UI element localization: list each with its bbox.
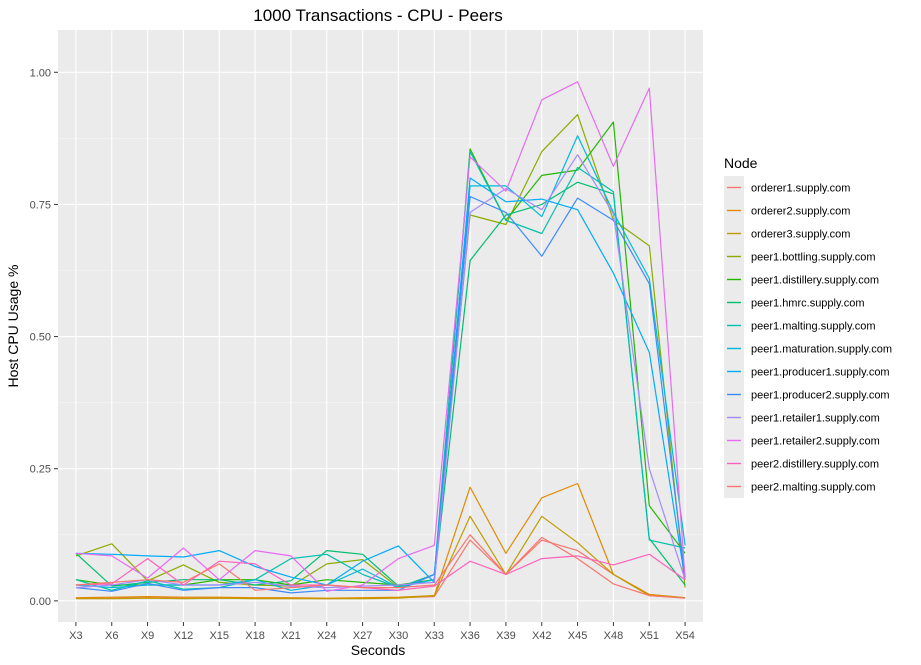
legend-label: orderer1.supply.com (751, 183, 850, 195)
legend-label: orderer2.supply.com (751, 206, 850, 218)
legend-label: peer2.malting.supply.com (751, 482, 876, 494)
series-line (75, 482, 686, 599)
series-line (75, 135, 686, 591)
x-axis: X3 X6 X9 X12 X15 X18 X21 X24 X27 X30 X33 X36 X39 X42 X… (69, 622, 695, 642)
plot-panel (58, 30, 703, 622)
x-tick-label: X54 (675, 630, 695, 642)
x-tick-label: X51 (639, 630, 659, 642)
x-tick-label: X9 (141, 630, 154, 642)
legend-key-background (724, 176, 744, 498)
series-line (75, 81, 686, 592)
y-tick-label: 1.00 (30, 67, 51, 79)
series-line (75, 534, 686, 599)
series-line (75, 553, 686, 591)
x-tick-label: X42 (532, 630, 552, 642)
x-tick-label: X6 (105, 630, 118, 642)
x-tick-label: X15 (209, 630, 229, 642)
legend-label: orderer3.supply.com (751, 229, 850, 241)
x-tick-label: X39 (496, 630, 516, 642)
legend-label: peer1.retailer1.supply.com (751, 413, 880, 425)
series-line (75, 151, 686, 591)
x-tick-label: X45 (568, 630, 588, 642)
legend-title: Node (724, 155, 758, 171)
x-tick-label: X36 (460, 630, 480, 642)
legend-label: peer1.producer2.supply.com (751, 390, 890, 402)
legend-label: peer2.distillery.supply.com (751, 459, 879, 471)
x-tick-label: X18 (245, 630, 265, 642)
legend: Node orderer1.supply.com orderer2.supply.… (724, 155, 892, 498)
legend-label: peer1.distillery.supply.com (751, 275, 879, 287)
legend-label: peer1.malting.supply.com (751, 321, 876, 333)
series-line (75, 195, 686, 594)
chart-title: 1000 Transactions - CPU - Peers (253, 6, 502, 25)
series-line (75, 154, 686, 589)
legend-label: peer1.bottling.supply.com (751, 252, 876, 264)
series-lines (75, 81, 686, 600)
x-tick-label: X21 (281, 630, 301, 642)
y-axis: 0.00 0.25 0.50 0.75 1.00 (30, 67, 58, 608)
x-tick-label: X48 (604, 630, 624, 642)
y-tick-label: 0.25 (30, 464, 51, 476)
legend-label: peer1.producer1.supply.com (751, 367, 890, 379)
y-tick-label: 0.00 (30, 596, 51, 608)
y-tick-label: 0.50 (30, 332, 51, 344)
series-line (75, 177, 686, 586)
x-tick-label: X33 (424, 630, 444, 642)
legend-label: peer1.maturation.supply.com (751, 344, 892, 356)
y-axis-title: Host CPU Usage % (5, 265, 21, 388)
x-tick-label: X12 (174, 630, 194, 642)
x-tick-label: X3 (69, 630, 82, 642)
grid (58, 30, 703, 622)
series-line (75, 515, 686, 600)
legend-label: peer1.retailer2.supply.com (751, 436, 880, 448)
y-tick-label: 0.75 (30, 199, 51, 211)
x-tick-label: X30 (389, 630, 409, 642)
legend-label: peer1.hmrc.supply.com (751, 298, 865, 310)
x-tick-label: X24 (317, 630, 337, 642)
x-axis-title: Seconds (351, 642, 405, 658)
x-tick-label: X27 (353, 630, 373, 642)
series-line (75, 113, 686, 589)
